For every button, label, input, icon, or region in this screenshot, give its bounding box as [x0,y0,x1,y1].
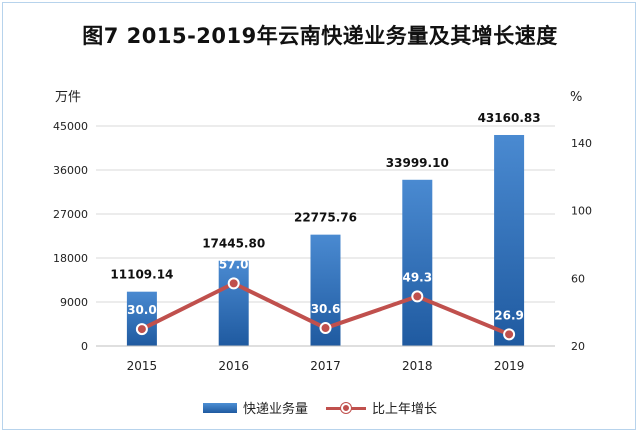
legend: 快递业务量 比上年增长 [0,398,640,417]
bar [218,260,249,346]
bar-value-label: 11109.14 [110,268,173,282]
growth-point [135,323,148,336]
left-axis-unit: 万件 [55,90,82,105]
right-tick-label: 20 [571,340,585,353]
left-tick-label: 18000 [53,252,88,265]
line-value-label: 30.0 [127,303,157,317]
bar-value-label: 22775.76 [294,211,357,225]
legend-item-bar: 快递业务量 [202,398,308,417]
chart-frame [2,2,636,430]
bar-value-label: 43160.83 [478,111,541,125]
x-tick-label: 2017 [310,359,341,373]
right-tick-label: 60 [571,272,585,285]
left-tick-label: 9000 [60,296,88,309]
line-series [135,277,516,341]
left-tick-label: 0 [81,340,88,353]
bar-value-label: 17445.80 [202,237,265,251]
right-tick-label: 100 [571,205,592,218]
growth-point [227,277,240,290]
legend-line-label: 比上年增长 [372,402,438,417]
right-axis-unit: % [570,90,583,105]
right-tick-label: 140 [571,137,592,150]
data-labels: 11109.14 17445.80 22775.76 33999.10 43160.83… [110,111,540,322]
x-tick-label: 2016 [218,359,249,373]
left-tick-label: 36000 [53,164,88,177]
bar-value-label: 33999.10 [386,156,449,170]
legend-line-swatch [326,402,366,413]
bar [126,291,157,346]
axes: 0 9000 18000 27000 36000 45000 20 60 100 140 2015 2… [53,120,592,373]
x-tick-label: 2019 [494,359,525,373]
x-tick-label: 2018 [402,359,433,373]
line-value-label: 26.9 [494,308,524,322]
bar [494,134,525,346]
left-tick-label: 45000 [53,120,88,133]
legend-bar-swatch [202,402,237,413]
x-tick-label: 2015 [127,359,158,373]
chart-title: 图7 2015-2019年云南快递业务量及其增长速度 [82,24,558,48]
legend-item-line: 比上年增长 [326,398,437,417]
growth-point [319,322,332,335]
left-tick-label: 27000 [53,208,88,221]
line-value-label: 30.6 [311,302,341,316]
line-value-label: 57.0 [219,257,249,271]
bar [402,179,433,346]
growth-point [503,328,516,341]
growth-point [411,290,424,303]
legend-bar-label: 快递业务量 [242,402,308,417]
line-value-label: 49.3 [402,270,432,284]
